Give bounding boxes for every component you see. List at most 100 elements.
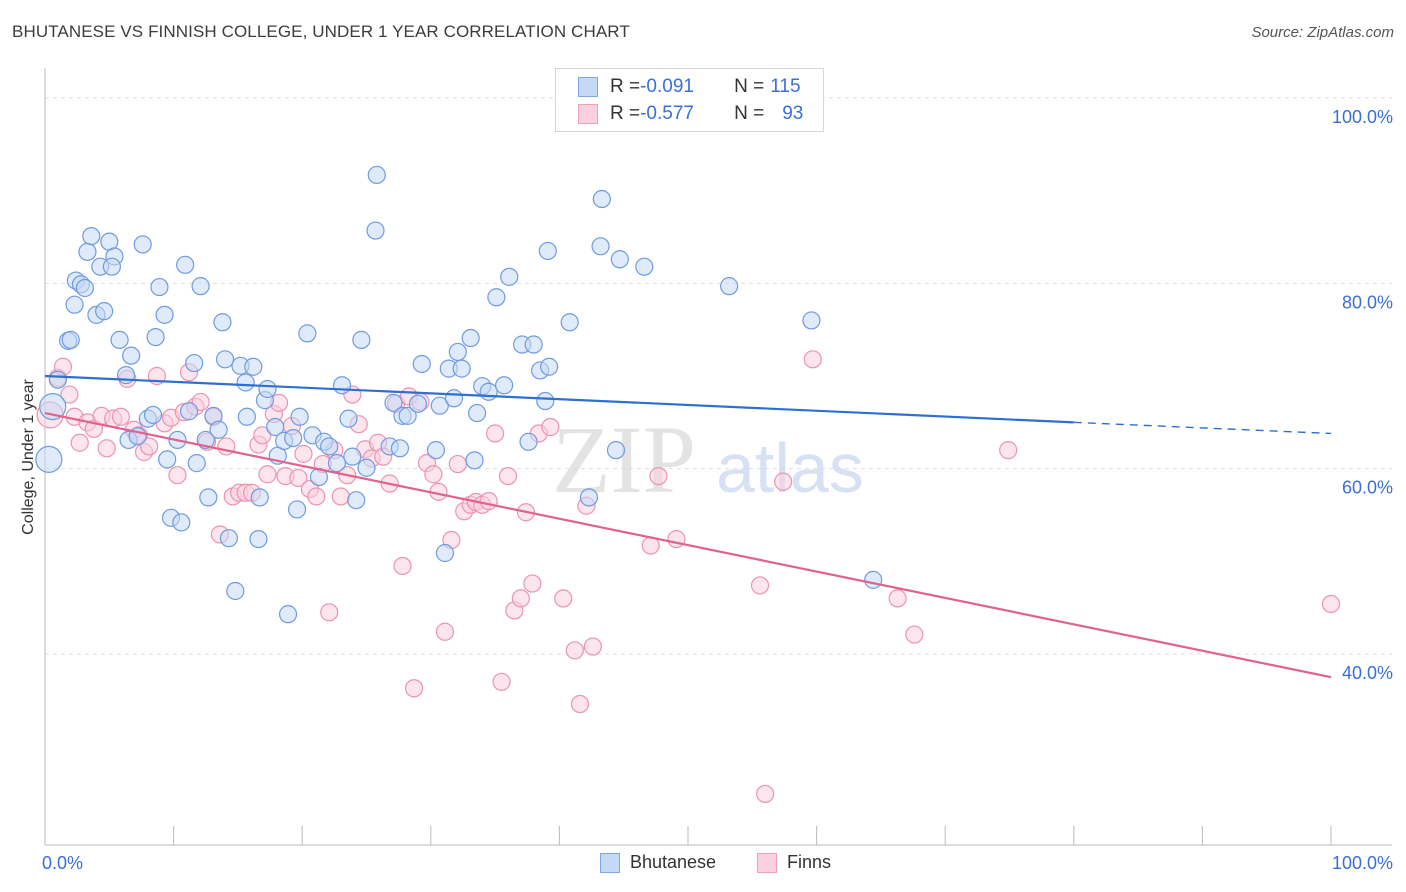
finns-point [258, 465, 277, 484]
y-tick-label: 100.0% [1332, 107, 1393, 127]
tick-labels: 40.0% 60.0% 80.0% 100.0% 0.0% 100.0% [42, 107, 1393, 873]
bhutanese-point [278, 605, 298, 624]
bhutanese-point [287, 500, 307, 519]
legend-r-label: R = [610, 76, 641, 97]
source-label: Source: ZipAtlas.com [1251, 24, 1394, 41]
bhutanese-point [249, 529, 268, 549]
bhutanese-point [384, 393, 403, 412]
bhutanese-point [540, 357, 559, 376]
finns-point [294, 444, 313, 463]
legend-row-finns: R = -0.577 N = 93 [578, 101, 803, 127]
bhutanese-point [78, 242, 97, 261]
bhutanese-point [519, 432, 538, 451]
finns-point [999, 441, 1018, 460]
bhutanese-point [802, 311, 821, 330]
finns-point [492, 672, 511, 691]
bhutanese-point [236, 373, 255, 392]
finns-trend-line [44, 412, 1332, 679]
bhutanese-point [487, 288, 506, 307]
bhutanese-point [367, 165, 386, 185]
finns-point [486, 424, 505, 443]
finns-point [320, 603, 339, 622]
bottom-legend-bhutanese: Bhutanese [600, 852, 716, 873]
bhutanese-point [298, 324, 317, 343]
bhutanese-point [209, 420, 228, 439]
finns-point [554, 589, 573, 608]
bhutanese-point [579, 488, 599, 507]
bhutanese-point [343, 447, 362, 466]
bhutanese-point [35, 445, 63, 474]
finns-point [331, 487, 350, 506]
bhutanese-point [357, 458, 376, 477]
y-axis-label: College, Under 1 year [20, 379, 37, 535]
legend-swatch-finns [578, 104, 598, 124]
finns-point [756, 784, 775, 804]
bhutanese-point [452, 359, 471, 378]
bhutanese-point [408, 394, 428, 413]
bhutanese-point [48, 370, 67, 389]
bhutanese-point [215, 350, 235, 369]
bhutanese-point [339, 409, 358, 428]
bhutanese-point [352, 330, 371, 349]
finns-point [424, 465, 443, 484]
bhutanese-point [266, 417, 285, 437]
legend-row-bhutanese: R = -0.091 N = 115 [578, 74, 801, 100]
legend-swatch-bhutanese [578, 77, 598, 97]
bhutanese-point [75, 278, 94, 298]
watermark: ZIP atlas [552, 406, 864, 513]
y-tick-label: 40.0% [1342, 663, 1393, 683]
bhutanese-point [179, 402, 199, 421]
bhutanese-point [320, 437, 339, 456]
y-tick-label: 60.0% [1342, 478, 1393, 498]
finns-point [393, 556, 412, 576]
finns-point [570, 694, 590, 714]
watermark-zip: ZIP [552, 406, 696, 513]
bhutanese-point [560, 313, 579, 332]
finns-point [253, 426, 272, 445]
bhutanese-point [143, 405, 163, 425]
bhutanese-point [465, 451, 484, 470]
watermark-atlas: atlas [716, 429, 864, 507]
bhutanese-point [237, 407, 257, 426]
finns-point [565, 641, 584, 660]
finns-point [404, 679, 424, 698]
finns-point [498, 466, 518, 486]
bhutanese-point [219, 529, 238, 548]
legend-r-label: R = [610, 103, 641, 124]
bottom-legend-label: Finns [787, 852, 832, 872]
finns-point [140, 437, 159, 456]
bhutanese-point [172, 513, 191, 532]
finns-point [803, 350, 822, 369]
bhutanese-point [187, 454, 206, 473]
finns-point [523, 574, 542, 593]
bhutanese-point [444, 389, 464, 408]
x-tick-label: 0.0% [42, 853, 83, 873]
x-tick-label: 100.0% [1332, 853, 1393, 873]
bhutanese-points [35, 165, 883, 624]
finns-point [448, 454, 467, 474]
bhutanese-point [213, 313, 232, 332]
legend-n-label: N = [734, 103, 765, 124]
finns-point [774, 472, 793, 491]
trend-lines [44, 374, 1332, 679]
legend-r-value: -0.577 [640, 103, 694, 124]
chart-title: BHUTANESE VS FINNISH COLLEGE, UNDER 1 YE… [12, 22, 630, 41]
bhutanese-point [720, 277, 739, 296]
bhutanese-point [158, 450, 177, 469]
bhutanese-point [191, 277, 210, 296]
bhutanese-point [102, 257, 121, 276]
finns-point [168, 466, 187, 485]
bhutanese-point [635, 257, 654, 276]
finns-point [289, 468, 308, 488]
legend-n-value: 115 [770, 76, 801, 97]
bhutanese-point [366, 221, 385, 240]
bhutanese-point [61, 330, 80, 349]
bhutanese-point [524, 335, 543, 354]
bottom-legend-label: Bhutanese [630, 852, 717, 872]
bhutanese-point [538, 241, 557, 261]
bhutanese-point [122, 346, 141, 365]
bhutanese-point [500, 267, 519, 286]
finns-point [1321, 594, 1341, 614]
bhutanese-point [592, 189, 611, 209]
